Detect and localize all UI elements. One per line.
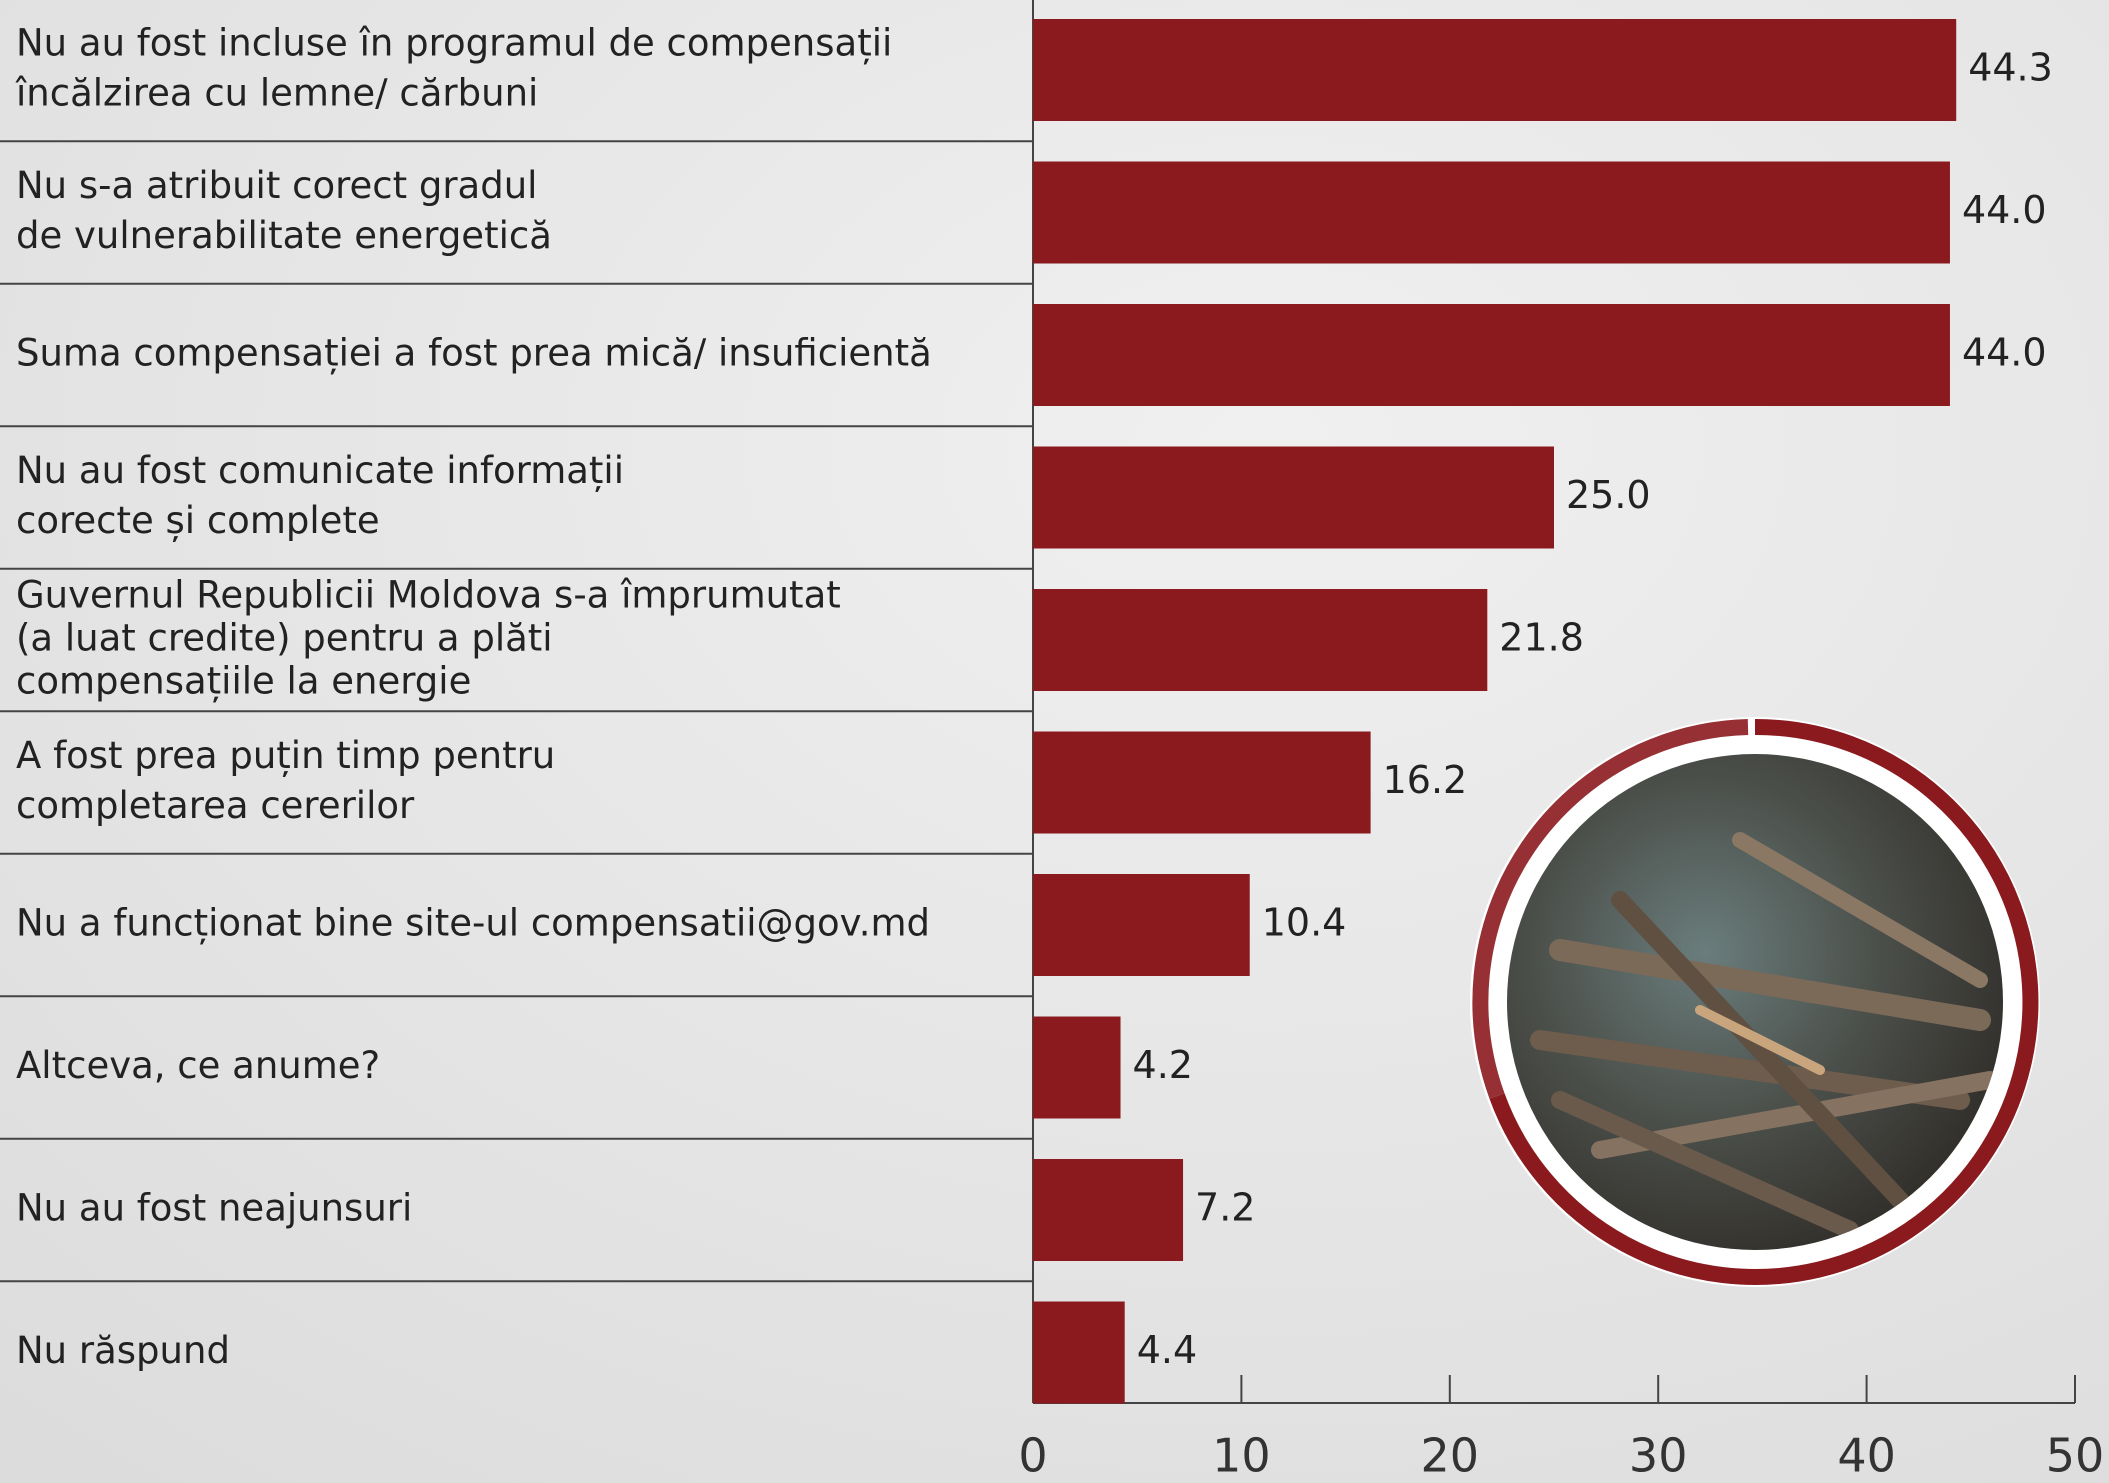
category-label: Nu au fost comunicate informații <box>16 449 624 492</box>
value-label: 44.0 <box>1962 188 2047 232</box>
value-label: 16.2 <box>1383 758 1468 802</box>
x-tick-label: 40 <box>1837 1429 1896 1483</box>
photo <box>1470 717 2040 1287</box>
category-label: încălzirea cu lemne/ cărbuni <box>15 72 538 115</box>
category-label: Guvernul Republicii Moldova s-a împrumut… <box>16 574 841 617</box>
bar <box>1033 162 1950 264</box>
value-label: 10.4 <box>1262 901 1347 945</box>
chart: 0 10 20 30 40 50 Nu au fost incluse în program… <box>0 0 2109 1483</box>
bar <box>1033 19 1956 121</box>
value-label: 44.3 <box>1968 46 2053 90</box>
category-label: Suma compensației a fost prea mică/ insu… <box>16 332 932 375</box>
bar <box>1033 447 1554 549</box>
bar <box>1033 874 1250 976</box>
category-label: Nu răspund <box>16 1329 230 1372</box>
category-label: A fost prea puțin timp pentru <box>16 734 555 777</box>
category-label: Nu a funcționat bine site-ul compensatii… <box>16 902 930 945</box>
value-label: 4.4 <box>1137 1328 1197 1372</box>
x-tick-label: 0 <box>1018 1429 1047 1483</box>
category-label: (a luat credite) pentru a plăti <box>16 617 553 660</box>
bar <box>1033 589 1487 691</box>
value-label: 7.2 <box>1195 1186 1255 1230</box>
category-label: Altceva, ce anume? <box>16 1044 380 1087</box>
value-label: 25.0 <box>1566 473 1651 517</box>
bar <box>1033 1159 1183 1261</box>
value-label: 21.8 <box>1499 616 1584 660</box>
category-label: Nu au fost neajunsuri <box>16 1187 412 1230</box>
x-tick-label: 10 <box>1212 1429 1271 1483</box>
value-label: 4.2 <box>1133 1043 1193 1087</box>
x-tick-label: 30 <box>1629 1429 1688 1483</box>
category-label: de vulnerabilitate energetică <box>16 214 552 257</box>
x-tick-label: 50 <box>2046 1429 2105 1483</box>
bar <box>1033 732 1371 834</box>
category-label: compensațiile la energie <box>16 660 471 703</box>
value-label: 44.0 <box>1962 331 2047 375</box>
category-label: corecte și complete <box>16 499 380 542</box>
x-tick-label: 20 <box>1421 1429 1480 1483</box>
bar <box>1033 1302 1125 1404</box>
bar <box>1033 304 1950 406</box>
category-label: Nu au fost incluse în programul de compe… <box>16 22 892 65</box>
category-label: Nu s-a atribuit corect gradul <box>16 164 537 207</box>
category-label: completarea cererilor <box>16 784 415 827</box>
bar <box>1033 1017 1121 1119</box>
